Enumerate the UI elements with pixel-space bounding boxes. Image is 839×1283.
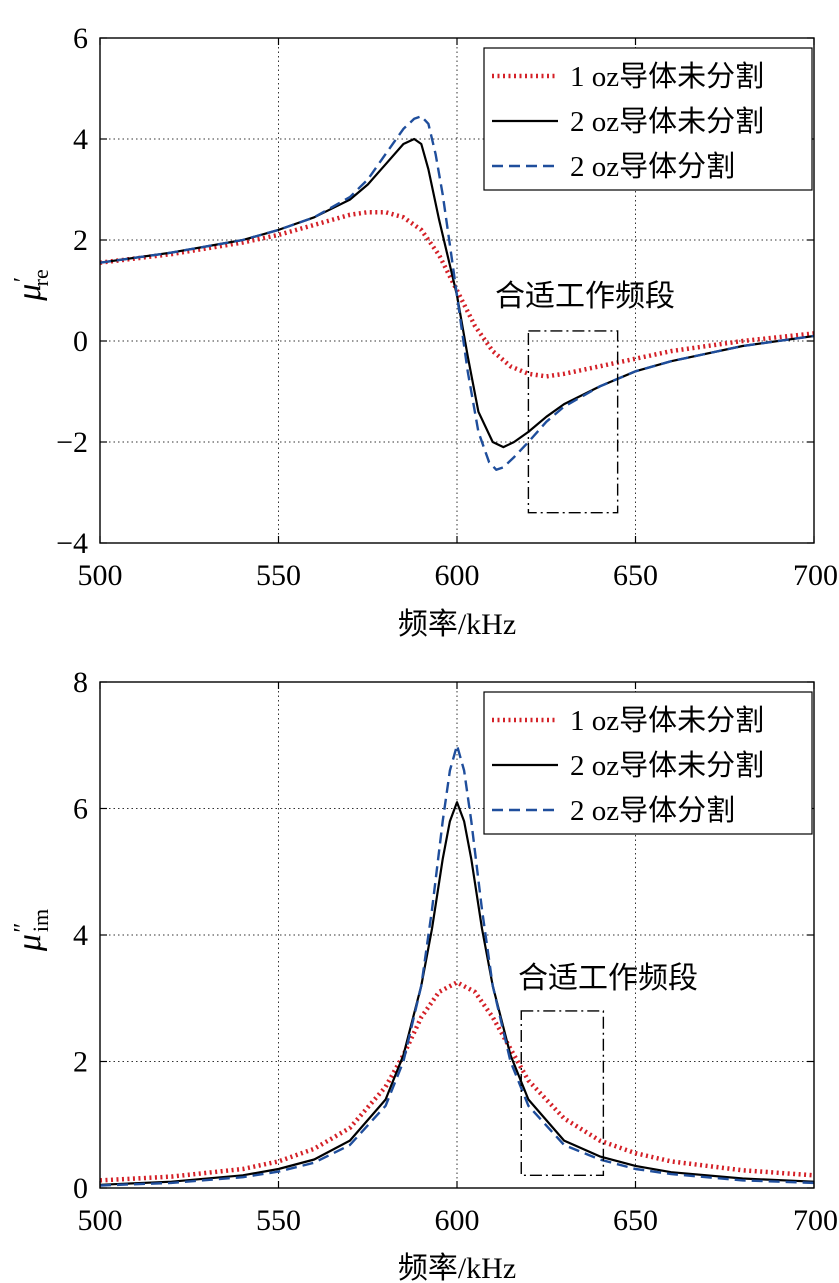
y-tick-label: 0 [73, 1172, 88, 1205]
annotation-box [527, 330, 619, 514]
y-axis-label: μ″im [10, 909, 53, 952]
legend-box [483, 691, 813, 835]
y-tick-label: 4 [73, 123, 88, 156]
legend: 1 oz导体未分割 2 oz导体未分割 2 oz导体分割 [483, 691, 813, 835]
y-tick-label: 0 [73, 325, 88, 358]
x-tick-label: 700 [793, 559, 838, 592]
legend: 1 oz导体未分割 2 oz导体未分割 2 oz导体分割 [483, 47, 813, 191]
y-tick-label: 2 [73, 1046, 88, 1079]
y-tick-label: −2 [56, 426, 88, 459]
x-axis-label: 频率/kHz [398, 608, 516, 641]
y-axis-label: μ′re [10, 269, 53, 301]
legend-box [483, 47, 813, 191]
panel-real-permeability: 合适工作频段 500 550 600 650 700 −4 −2 0 2 4 6 频率/kHz μ′re 1… [10, 22, 838, 641]
panel-imaginary-permeability: 合适工作频段 500 550 600 650 700 0 2 4 6 8 频率/kHz μ″im 1 oz… [10, 666, 838, 1283]
x-tick-label: 600 [435, 559, 480, 592]
legend-label: 1 oz导体未分割 [570, 704, 764, 737]
series-line-solid [100, 801, 814, 1186]
annotation-label: 合适工作频段 [518, 962, 698, 995]
annotation-label: 合适工作频段 [495, 280, 675, 313]
x-tick-label: 650 [613, 559, 658, 592]
legend-label: 2 oz导体分割 [570, 150, 735, 183]
y-tick-label: −4 [56, 527, 88, 560]
x-tick-label: 500 [78, 559, 123, 592]
x-tick-label: 550 [256, 1204, 301, 1237]
legend-label: 2 oz导体分割 [570, 794, 735, 827]
y-tick-label: 8 [73, 666, 88, 699]
legend-label: 1 oz导体未分割 [570, 60, 764, 93]
x-tick-label: 500 [78, 1204, 123, 1237]
x-axis-label: 频率/kHz [398, 1252, 516, 1283]
legend-label: 2 oz导体未分割 [570, 105, 764, 138]
y-tick-label: 6 [73, 22, 88, 55]
y-tick-label: 6 [73, 793, 88, 826]
series-line-dashed [100, 115, 814, 471]
legend-label: 2 oz导体未分割 [570, 749, 764, 782]
y-tick-label: 4 [73, 919, 88, 952]
y-tick-label: 2 [73, 224, 88, 257]
x-tick-label: 700 [793, 1204, 838, 1237]
annotation-box [520, 1010, 605, 1177]
x-tick-label: 600 [435, 1204, 480, 1237]
x-tick-label: 550 [256, 559, 301, 592]
x-tick-label: 650 [613, 1204, 658, 1237]
